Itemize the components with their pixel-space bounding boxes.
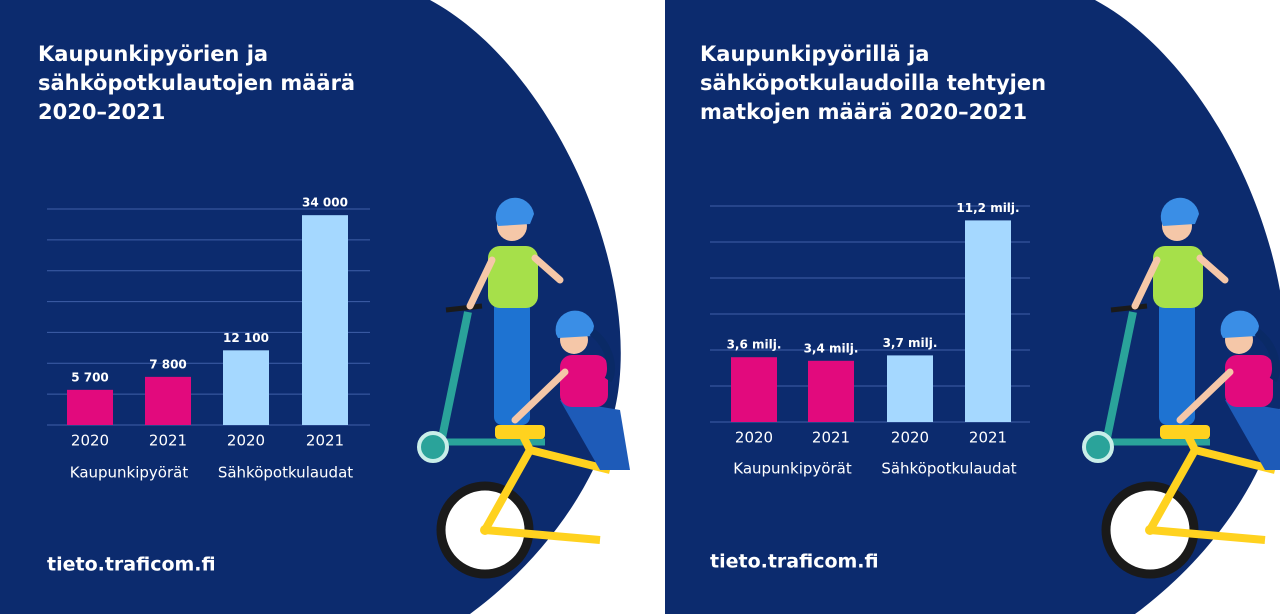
x-tick-label: 2021: [969, 429, 1007, 447]
bar: [731, 357, 777, 422]
x-tick-label: 2020: [227, 432, 265, 450]
chart-title: Kaupunkipyörillä ja sähköpotkulaudoilla …: [700, 42, 1047, 124]
bar: [965, 220, 1011, 422]
group-label: Kaupunkipyörät: [70, 464, 189, 482]
value-label: 3,7 milj.: [883, 336, 938, 350]
x-tick-label: 2020: [735, 429, 773, 447]
bar: [223, 350, 269, 425]
x-tick-label: 2021: [149, 432, 187, 450]
group-label: Kaupunkipyörät: [733, 460, 852, 478]
group-label: Sähköpotkulaudat: [881, 460, 1016, 478]
value-label: 12 100: [223, 331, 269, 345]
marks: 2020 2021 2020 2021 5 700 7 800 Kaupunkipyörät…: [47, 196, 1030, 576]
group-label: Sähköpotkulaudat: [218, 464, 353, 482]
x-tick-label: 2021: [306, 432, 344, 450]
x-tick-label: 2020: [71, 432, 109, 450]
x-tick-label: 2021: [812, 429, 850, 447]
value-label: 3,4 milj.: [804, 341, 859, 355]
x-tick-label: 2020: [891, 429, 929, 447]
bar: [808, 360, 854, 422]
value-label: 7 800: [149, 357, 187, 371]
chart-title: Kaupunkipyörien ja sähköpotkulautojen mä…: [38, 42, 356, 124]
value-label: 34 000: [302, 196, 348, 210]
value-label: 11,2 milj.: [956, 201, 1019, 215]
source: tieto.traficom.fi: [47, 554, 216, 576]
bar: [887, 355, 933, 422]
bar: [302, 215, 348, 425]
bar: [145, 376, 191, 425]
source: tieto.traficom.fi: [710, 551, 879, 573]
value-label: 5 700: [71, 370, 109, 384]
bar: [67, 389, 113, 425]
value-label: 3,6 milj.: [727, 338, 782, 352]
